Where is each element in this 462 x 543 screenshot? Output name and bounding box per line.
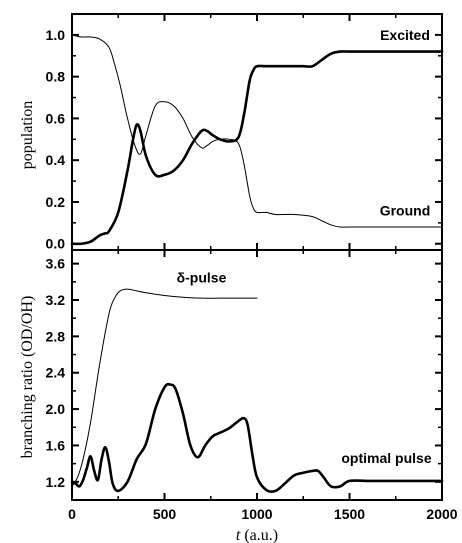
x-axis-label-variable: t — [236, 527, 241, 543]
branching-ratio-y-tick-label: 1.2 — [46, 474, 66, 490]
branching-ratio-delta-line — [71, 288, 258, 487]
branching-ratio-x-tick-label: 1000 — [241, 506, 272, 522]
population-panel: 0.0 0.2 0.4 0.6 0.8 1.0 Excited Ground — [46, 13, 444, 252]
branching-ratio-series — [70, 288, 444, 494]
population-y-axis-label: population — [19, 101, 36, 169]
population-excited-annotation: Excited — [380, 27, 430, 43]
population-ground-annotation: Ground — [380, 202, 431, 218]
branching-ratio-delta-annotation: δ-pulse — [177, 269, 227, 285]
branching-ratio-optimal-annotation: optimal pulse — [341, 450, 431, 466]
branching-ratio-optimal-line — [70, 382, 444, 494]
branching-ratio-y-axis-label: branching ratio (OD/OH) — [19, 296, 36, 459]
population-y-tick-label: 0.4 — [46, 152, 66, 168]
branching-ratio-labels: 1.2 1.6 2.0 2.4 2.8 3.2 3.6 0 500 1000 1500 2000 δ-p… — [46, 256, 458, 522]
population-ground-line — [71, 34, 443, 228]
population-y-tick-label: 0.8 — [46, 69, 66, 85]
branching-ratio-y-tick-label: 2.8 — [46, 328, 66, 344]
branching-ratio-y-tick-label: 2.0 — [46, 401, 66, 417]
branching-ratio-x-tick-label: 500 — [153, 506, 177, 522]
population-labels: 0.0 0.2 0.4 0.6 0.8 1.0 Excited Ground — [46, 27, 431, 252]
branching-ratio-y-tick-label: 3.6 — [46, 256, 66, 272]
time-x-axis-label: t (a.u.) — [236, 527, 278, 543]
branching-ratio-axes — [71, 249, 443, 501]
population-y-tick-label: 0.0 — [46, 236, 66, 252]
branching-ratio-x-tick-label: 1500 — [334, 506, 365, 522]
population-series — [70, 34, 444, 246]
branching-ratio-y-tick-label: 2.4 — [46, 365, 66, 381]
branching-ratio-panel: 1.2 1.6 2.0 2.4 2.8 3.2 3.6 0 500 1000 1500 2000 δ-p… — [46, 249, 458, 522]
population-excited-line — [70, 50, 444, 246]
population-y-tick-label: 0.2 — [46, 194, 66, 210]
x-axis-label-unit: (a.u.) — [240, 527, 278, 543]
population-y-tick-label: 0.6 — [46, 110, 66, 126]
population-y-tick-label: 1.0 — [46, 27, 66, 43]
branching-ratio-x-tick-label: 2000 — [426, 506, 457, 522]
branching-ratio-x-tick-label: 0 — [68, 506, 76, 522]
branching-ratio-y-tick-label: 1.6 — [46, 437, 66, 453]
branching-ratio-y-tick-label: 3.2 — [46, 292, 66, 308]
